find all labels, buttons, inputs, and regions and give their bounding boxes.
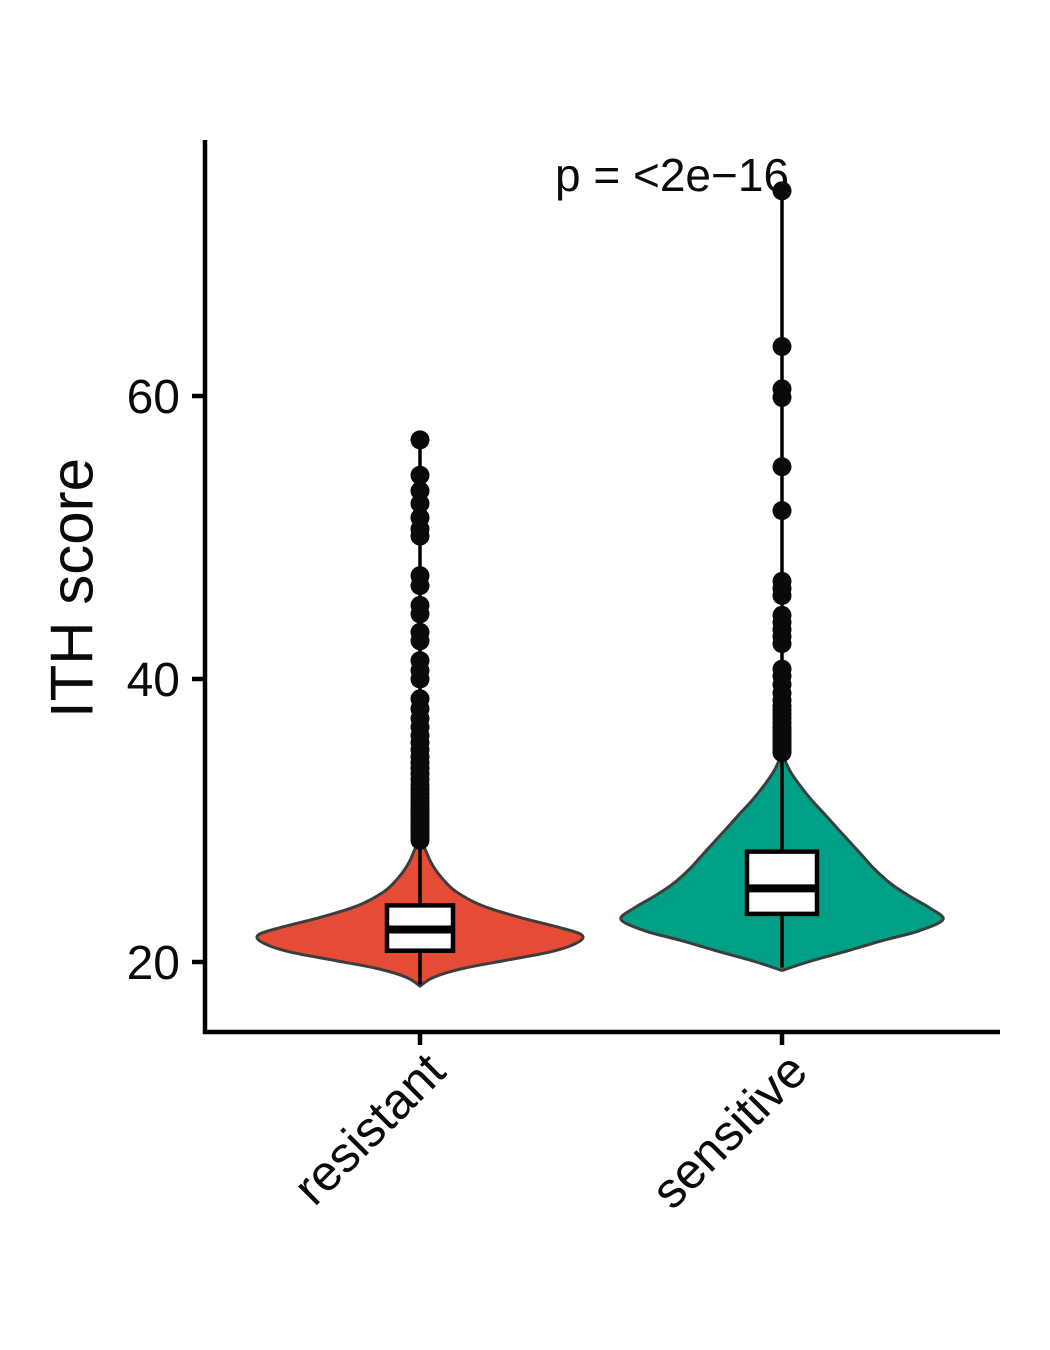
- y-tick-label: 60: [127, 371, 180, 424]
- outlier-point-resistant: [410, 508, 430, 528]
- outlier-point-resistant: [410, 465, 430, 485]
- y-tick-label: 40: [127, 654, 180, 707]
- outlier-point-sensitive: [772, 605, 792, 625]
- outlier-point-sensitive: [772, 501, 792, 521]
- outlier-point-resistant: [410, 430, 430, 450]
- box-sensitive: [744, 849, 820, 917]
- y-axis-title: ITH score: [38, 457, 106, 719]
- p-value-annotation: p = <2e−16: [554, 149, 790, 201]
- outlier-point-sensitive: [772, 457, 792, 477]
- outlier-point-sensitive: [772, 336, 792, 356]
- x-tick-label: resistant: [283, 1042, 456, 1215]
- outlier-point-resistant: [410, 622, 430, 642]
- outlier-point-sensitive: [772, 659, 792, 679]
- outlier-point-resistant: [410, 481, 430, 501]
- outlier-point-resistant: [410, 595, 430, 615]
- outlier-point-resistant: [410, 689, 430, 709]
- outlier-point-resistant: [410, 566, 430, 586]
- outlier-point-sensitive: [772, 379, 792, 399]
- outlier-point-sensitive: [772, 181, 792, 201]
- outlier-point-sensitive: [772, 571, 792, 591]
- y-tick-label: 20: [127, 937, 180, 990]
- outlier-point-resistant: [410, 651, 430, 671]
- x-tick-label: sensitive: [641, 1042, 818, 1219]
